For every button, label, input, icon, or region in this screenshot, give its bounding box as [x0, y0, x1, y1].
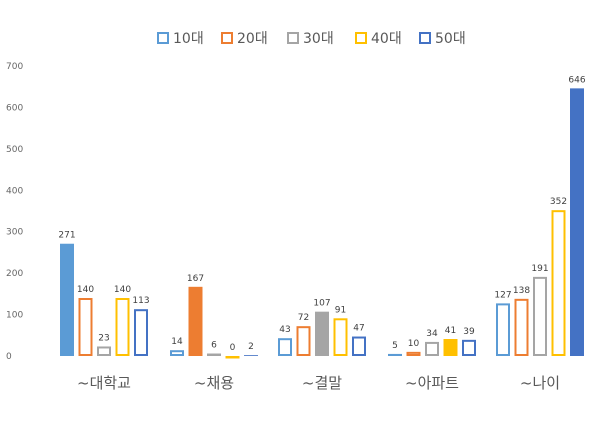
bar-나이-10대 — [496, 303, 510, 356]
data-label-아파트-40대: 41 — [445, 326, 456, 336]
data-label-나이-10대: 127 — [494, 290, 511, 300]
data-label-결말-10대: 43 — [279, 325, 290, 335]
data-label-대학교-50대: 113 — [132, 296, 149, 306]
bar-나이-20대 — [514, 298, 529, 357]
data-label-채용-50대: 2 — [248, 342, 254, 352]
y-tick-label: 500 — [6, 145, 23, 155]
bar-대학교-50대 — [134, 309, 148, 356]
bar-결말-40대 — [333, 318, 348, 356]
legend-label-50대: 50대 — [435, 31, 466, 47]
legend-label-10대: 10대 — [173, 31, 204, 47]
bar-결말-30대 — [315, 311, 329, 356]
y-tick-label: 0 — [6, 352, 12, 362]
data-label-나이-40대: 352 — [550, 197, 567, 207]
y-tick-label: 700 — [6, 62, 23, 72]
bar-채용-20대 — [188, 286, 203, 356]
bar-결말-50대 — [352, 336, 366, 356]
data-label-채용-20대: 167 — [187, 274, 204, 284]
y-axis: 0 100 200 300 400 500 600 700 — [6, 62, 23, 362]
data-label-대학교-30대: 23 — [98, 333, 109, 343]
bar-대학교-40대 — [115, 298, 130, 356]
data-label-나이-20대: 138 — [513, 286, 530, 296]
y-tick-label: 100 — [6, 311, 23, 321]
category-label-나이: ~나이 — [520, 374, 560, 392]
legend-swatch-50대 — [419, 32, 431, 44]
y-tick-label: 400 — [6, 186, 23, 196]
bar-채용-50대 — [244, 355, 258, 356]
bar-아파트-50대 — [462, 339, 476, 357]
data-label-아파트-50대: 39 — [463, 327, 475, 337]
data-label-결말-30대: 107 — [313, 299, 330, 309]
x-axis: ~대학교 ~채용 ~결말 ~아파트 ~나이 — [77, 374, 560, 392]
bar-대학교-20대 — [78, 298, 93, 356]
bar-나이-40대 — [551, 210, 566, 356]
data-label-대학교-10대: 271 — [58, 231, 75, 241]
bar-아파트-20대 — [406, 351, 421, 357]
legend-swatch-10대 — [157, 32, 169, 44]
data-label-아파트-20대: 10 — [408, 339, 420, 349]
bar-나이-50대 — [570, 88, 584, 356]
data-label-나이-50대: 646 — [568, 75, 585, 85]
data-label-채용-40대: 0 — [230, 343, 236, 353]
y-tick-label: 300 — [6, 228, 23, 238]
bar-아파트-40대 — [443, 339, 458, 356]
category-label-아파트: ~아파트 — [405, 374, 459, 392]
data-label-채용-10대: 14 — [171, 337, 183, 347]
legend-label-40대: 40대 — [371, 31, 402, 47]
data-label-결말-50대: 47 — [353, 324, 364, 334]
bar-채용-30대 — [207, 353, 221, 356]
bar-대학교-30대 — [97, 346, 111, 357]
data-label-아파트-10대: 5 — [392, 341, 398, 351]
data-label-대학교-20대: 140 — [77, 285, 94, 295]
legend-swatch-40대 — [355, 32, 367, 44]
bar-아파트-10대 — [388, 353, 402, 356]
bars — [60, 88, 584, 359]
y-tick-label: 600 — [6, 103, 23, 113]
legend-swatch-20대 — [221, 32, 233, 44]
bar-아파트-30대 — [425, 341, 439, 356]
legend-label-20대: 20대 — [237, 31, 268, 47]
category-label-대학교: ~대학교 — [77, 374, 131, 392]
legend-swatch-30대 — [287, 32, 299, 44]
data-label-나이-30대: 191 — [531, 264, 548, 274]
data-label-채용-30대: 6 — [211, 341, 217, 351]
legend: 10대 20대 30대 40대 50대 — [157, 31, 466, 47]
bar-나이-30대 — [533, 276, 547, 356]
data-label-대학교-40대: 140 — [114, 285, 131, 295]
category-label-채용: ~채용 — [194, 374, 234, 392]
bar-결말-20대 — [296, 326, 311, 356]
data-label-결말-20대: 72 — [298, 313, 309, 323]
legend-label-30대: 30대 — [303, 31, 334, 47]
bar-결말-10대 — [278, 338, 292, 356]
y-tick-label: 200 — [6, 269, 23, 279]
bar-채용-40대 — [225, 356, 240, 359]
data-label-결말-40대: 91 — [335, 305, 346, 315]
category-label-결말: ~결말 — [302, 374, 342, 392]
bar-채용-10대 — [170, 350, 184, 357]
data-label-아파트-30대: 34 — [426, 329, 438, 339]
bar-대학교-10대 — [60, 243, 74, 356]
